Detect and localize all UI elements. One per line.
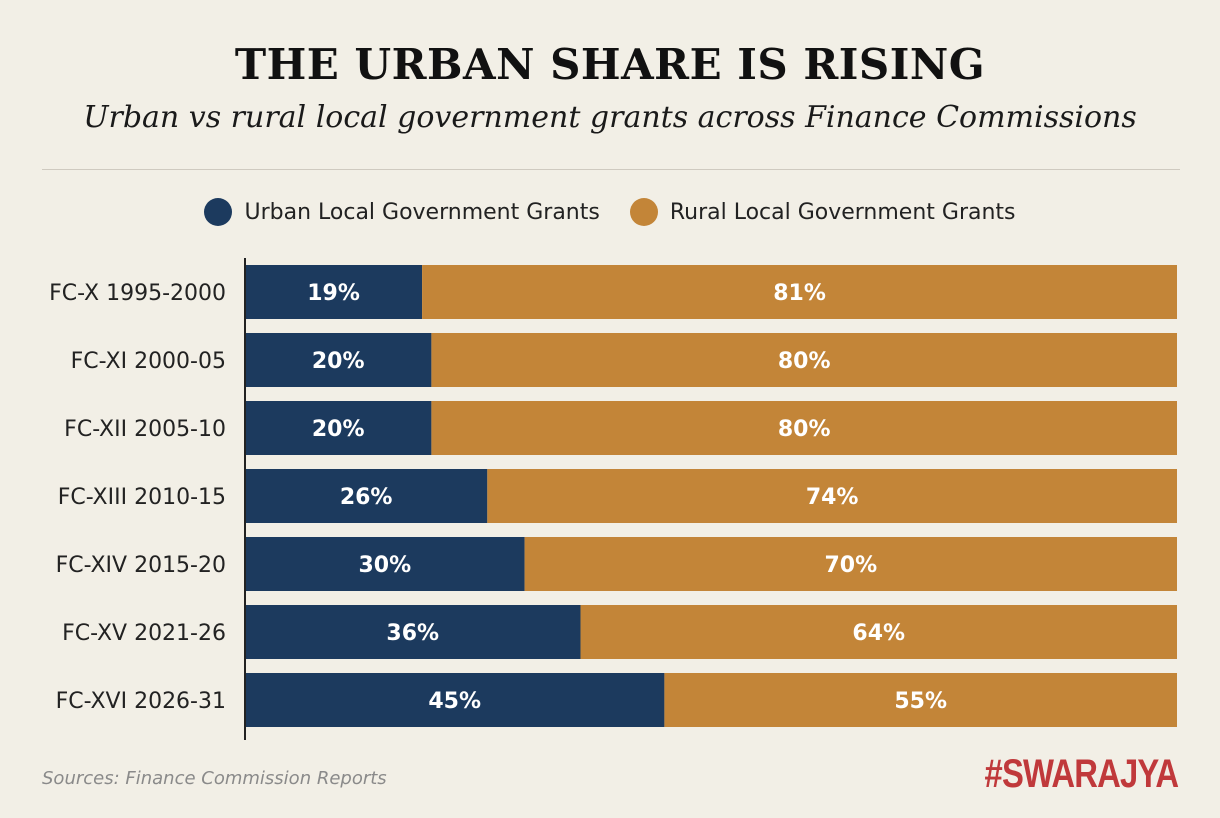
chart-title: THE URBAN SHARE IS RISING <box>234 40 986 89</box>
legend-label-rural: Rural Local Government Grants <box>669 199 1016 225</box>
category-label: FC-X 1995-2000 <box>49 281 226 306</box>
bar-urban <box>245 265 423 319</box>
bar-urban <box>245 537 525 591</box>
bar-urban <box>245 605 581 659</box>
divider <box>42 169 1180 170</box>
data-label: 80% <box>778 417 831 442</box>
category-label: FC-XIII 2010-15 <box>58 485 226 510</box>
category-label: FC-XV 2021-26 <box>62 621 226 646</box>
category-label: FC-XII 2005-10 <box>64 417 226 442</box>
bar-urban <box>245 673 665 727</box>
data-label: 30% <box>358 553 411 578</box>
bar-rural <box>487 469 1177 523</box>
category-label: FC-XVI 2026-31 <box>56 689 226 714</box>
data-label: 55% <box>894 689 947 714</box>
source-note: Sources: Finance Commission Reports <box>42 768 387 789</box>
data-label: 45% <box>428 689 481 714</box>
data-label: 81% <box>773 281 826 306</box>
bar-rural <box>431 401 1177 455</box>
data-label: 36% <box>386 621 439 646</box>
bar-rural <box>422 265 1178 319</box>
bar-rural <box>524 537 1177 591</box>
data-label: 26% <box>340 485 393 510</box>
bar-urban <box>245 469 488 523</box>
data-label: 20% <box>312 349 365 374</box>
bar-urban <box>245 401 432 455</box>
legend-swatch-urban <box>204 198 233 226</box>
legend-item-rural: Rural Local Government Grants <box>629 198 1016 226</box>
data-label: 80% <box>778 349 831 374</box>
data-label: 19% <box>307 281 360 306</box>
data-label: 64% <box>852 621 905 646</box>
chart-subtitle: Urban vs rural local government grants a… <box>83 100 1137 135</box>
data-label: 70% <box>824 553 877 578</box>
bar-rural <box>580 605 1177 659</box>
category-label: FC-XIV 2015-20 <box>56 553 226 578</box>
bar-urban <box>245 333 432 387</box>
brand-logo: #SWARAJYA <box>984 752 1179 796</box>
legend: Urban Local Government Grants Rural Loca… <box>0 198 1220 226</box>
bar-rural <box>431 333 1177 387</box>
data-label: 74% <box>806 485 859 510</box>
legend-label-urban: Urban Local Government Grants <box>244 199 600 225</box>
data-label: 20% <box>312 417 365 442</box>
bar-rural <box>664 673 1177 727</box>
legend-item-urban: Urban Local Government Grants <box>204 198 600 226</box>
legend-swatch-rural <box>629 198 658 226</box>
category-label: FC-XI 2000-05 <box>71 349 226 374</box>
